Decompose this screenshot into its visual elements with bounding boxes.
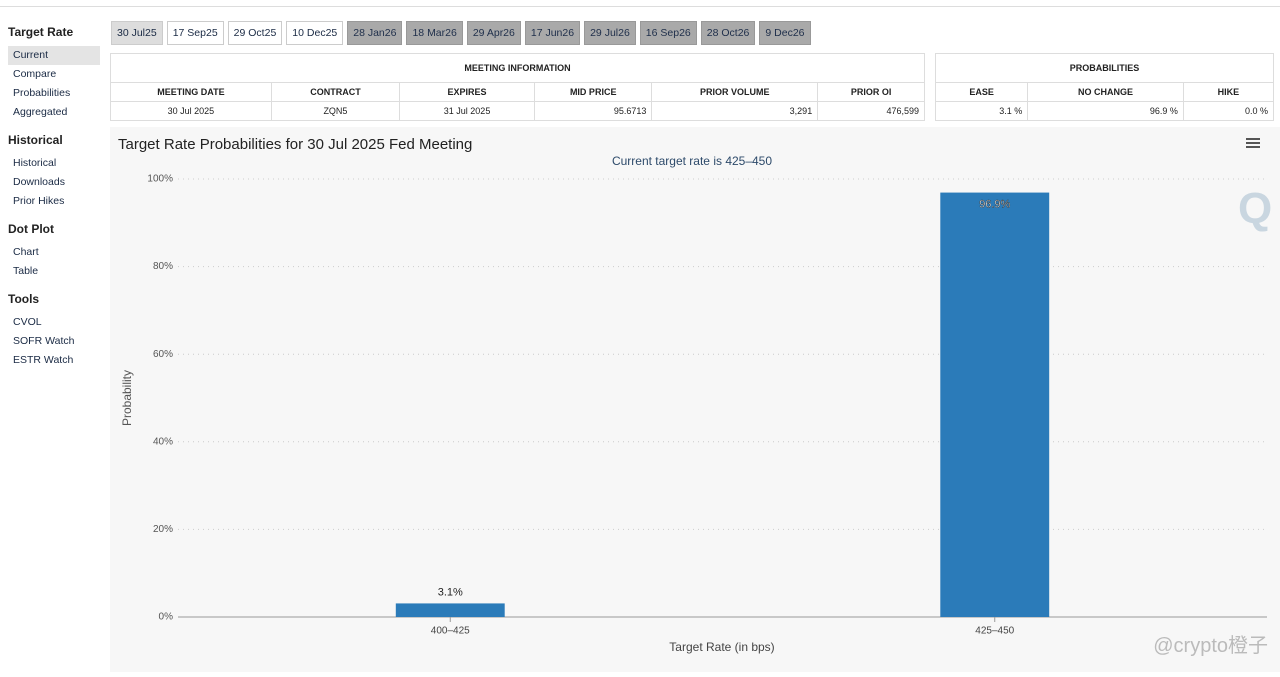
nav-item[interactable]: Probabilities bbox=[13, 87, 71, 99]
header-row: EASE NO CHANGE HIKE bbox=[934, 82, 1275, 102]
data-label: 96.9% bbox=[979, 198, 1010, 210]
y-axis-title: Probability bbox=[120, 370, 134, 426]
menu-icon[interactable] bbox=[1246, 138, 1260, 148]
data-row: 30 Jul 2025 ZQN5 31 Jul 2025 95.6713 3,291 47… bbox=[110, 101, 925, 121]
data-row: 3.1 % 96.9 % 0.0 % bbox=[934, 101, 1275, 121]
x-tick-label: 425–450 bbox=[975, 626, 1014, 637]
bar bbox=[940, 192, 1050, 617]
tab[interactable]: 9 Dec26 bbox=[759, 21, 811, 45]
column-header: EXPIRES bbox=[399, 82, 536, 102]
nav-item[interactable]: SOFR Watch bbox=[13, 335, 75, 347]
column-header: MEETING DATE bbox=[110, 82, 272, 102]
watermark: @crypto橙子 bbox=[1153, 635, 1268, 657]
cell: 31 Jul 2025 bbox=[399, 101, 536, 121]
nav-item[interactable]: ESTR Watch bbox=[13, 354, 74, 366]
cell: 476,599 bbox=[817, 101, 925, 121]
tab[interactable]: 28 Jan26 bbox=[347, 21, 403, 45]
tab[interactable]: 29 Apr26 bbox=[466, 21, 521, 45]
y-tick-label: 100% bbox=[147, 174, 173, 185]
nav-group: Target Rate Current Compare Probabilities Ag… bbox=[8, 24, 100, 122]
cell: 3.1 % bbox=[934, 101, 1029, 121]
table-title: MEETING INFORMATION bbox=[110, 53, 925, 83]
nav-item[interactable]: Current bbox=[8, 46, 100, 65]
divider bbox=[0, 6, 1280, 7]
nav-heading: Dot Plot bbox=[8, 222, 54, 236]
tabs: 30 Jul25 17 Sep25 29 Oct25 10 Dec25 28 Jan26… bbox=[111, 21, 811, 45]
y-tick-label: 40% bbox=[153, 436, 173, 447]
chart-title: Target Rate Probabilities for 30 Jul 202… bbox=[118, 136, 472, 153]
nav-heading: Historical bbox=[8, 133, 63, 147]
title-row: MEETING INFORMATION bbox=[110, 53, 925, 83]
nav-item[interactable]: Historical bbox=[13, 157, 57, 169]
header-row: MEETING DATE CONTRACT EXPIRES MID PRICE PRIO… bbox=[110, 82, 925, 102]
column-header: CONTRACT bbox=[270, 82, 401, 102]
table-title: PROBABILITIES bbox=[935, 53, 1274, 83]
chart-panel: Target Rate Probabilities for 30 Jul 202… bbox=[110, 127, 1280, 672]
nav-item[interactable]: Downloads bbox=[13, 176, 65, 188]
cell: 96.9 % bbox=[1027, 101, 1184, 121]
cell: 30 Jul 2025 bbox=[110, 101, 272, 121]
chart: Target Rate Probabilities for 30 Jul 202… bbox=[118, 136, 1272, 654]
y-tick-label: 60% bbox=[153, 349, 173, 360]
y-tick-label: 80% bbox=[153, 261, 173, 272]
cell: 0.0 % bbox=[1182, 101, 1275, 121]
column-header: HIKE bbox=[1182, 82, 1275, 102]
tab[interactable]: 17 Sep25 bbox=[166, 21, 224, 45]
nav-item[interactable]: Prior Hikes bbox=[13, 195, 65, 207]
column-header: EASE bbox=[934, 82, 1029, 102]
column-header: PRIOR VOLUME bbox=[651, 82, 819, 102]
bar bbox=[395, 603, 505, 617]
meeting-table: MEETING INFORMATION MEETING DATE CONTRACT E… bbox=[110, 53, 925, 121]
title-row: PROBABILITIES bbox=[935, 53, 1274, 83]
nav-heading: Target Rate bbox=[8, 25, 74, 39]
cell: ZQN5 bbox=[270, 101, 401, 121]
x-tick-label: 400–425 bbox=[431, 626, 470, 637]
nav-item[interactable]: CVOL bbox=[13, 316, 42, 328]
tab[interactable]: 18 Mar26 bbox=[406, 21, 463, 45]
y-tick-label: 0% bbox=[159, 612, 174, 623]
tab[interactable]: 16 Sep26 bbox=[639, 21, 697, 45]
chart-subtitle: Current target rate is 425–450 bbox=[612, 154, 772, 168]
nav-heading: Tools bbox=[8, 292, 40, 306]
tab[interactable]: 28 Oct26 bbox=[700, 21, 756, 45]
nav-group: Tools CVOL SOFR Watch ESTR Watch bbox=[8, 291, 100, 370]
column-header: MID PRICE bbox=[534, 82, 653, 102]
cell: 3,291 bbox=[651, 101, 819, 121]
y-tick-label: 20% bbox=[153, 524, 173, 535]
tab[interactable]: 30 Jul25 bbox=[111, 21, 163, 45]
cell: 95.6713 bbox=[534, 101, 653, 121]
nav-item[interactable]: Chart bbox=[13, 246, 39, 258]
x-axis-title: Target Rate (in bps) bbox=[669, 640, 774, 654]
tab[interactable]: 10 Dec25 bbox=[286, 21, 344, 45]
nav-item[interactable]: Table bbox=[13, 265, 39, 277]
tab[interactable]: 29 Jul26 bbox=[584, 21, 636, 45]
column-header: NO CHANGE bbox=[1027, 82, 1184, 102]
probability-table: PROBABILITIES EASE NO CHANGE HIKE 3.1 % 96.9 … bbox=[934, 53, 1275, 121]
logo: Q bbox=[1238, 184, 1272, 233]
nav-item[interactable]: Aggregated bbox=[13, 106, 68, 118]
tab[interactable]: 29 Oct25 bbox=[227, 21, 283, 45]
data-label: 3.1% bbox=[438, 586, 463, 598]
tab[interactable]: 17 Jun26 bbox=[524, 21, 581, 45]
column-header: PRIOR OI bbox=[817, 82, 925, 102]
nav-group: Dot Plot Chart Table bbox=[8, 221, 100, 281]
sidebar: Target Rate Current Compare Probabilities Ag… bbox=[8, 24, 100, 380]
nav-group: Historical Historical Downloads Prior Hikes bbox=[8, 132, 100, 211]
nav-item[interactable]: Compare bbox=[13, 68, 57, 80]
